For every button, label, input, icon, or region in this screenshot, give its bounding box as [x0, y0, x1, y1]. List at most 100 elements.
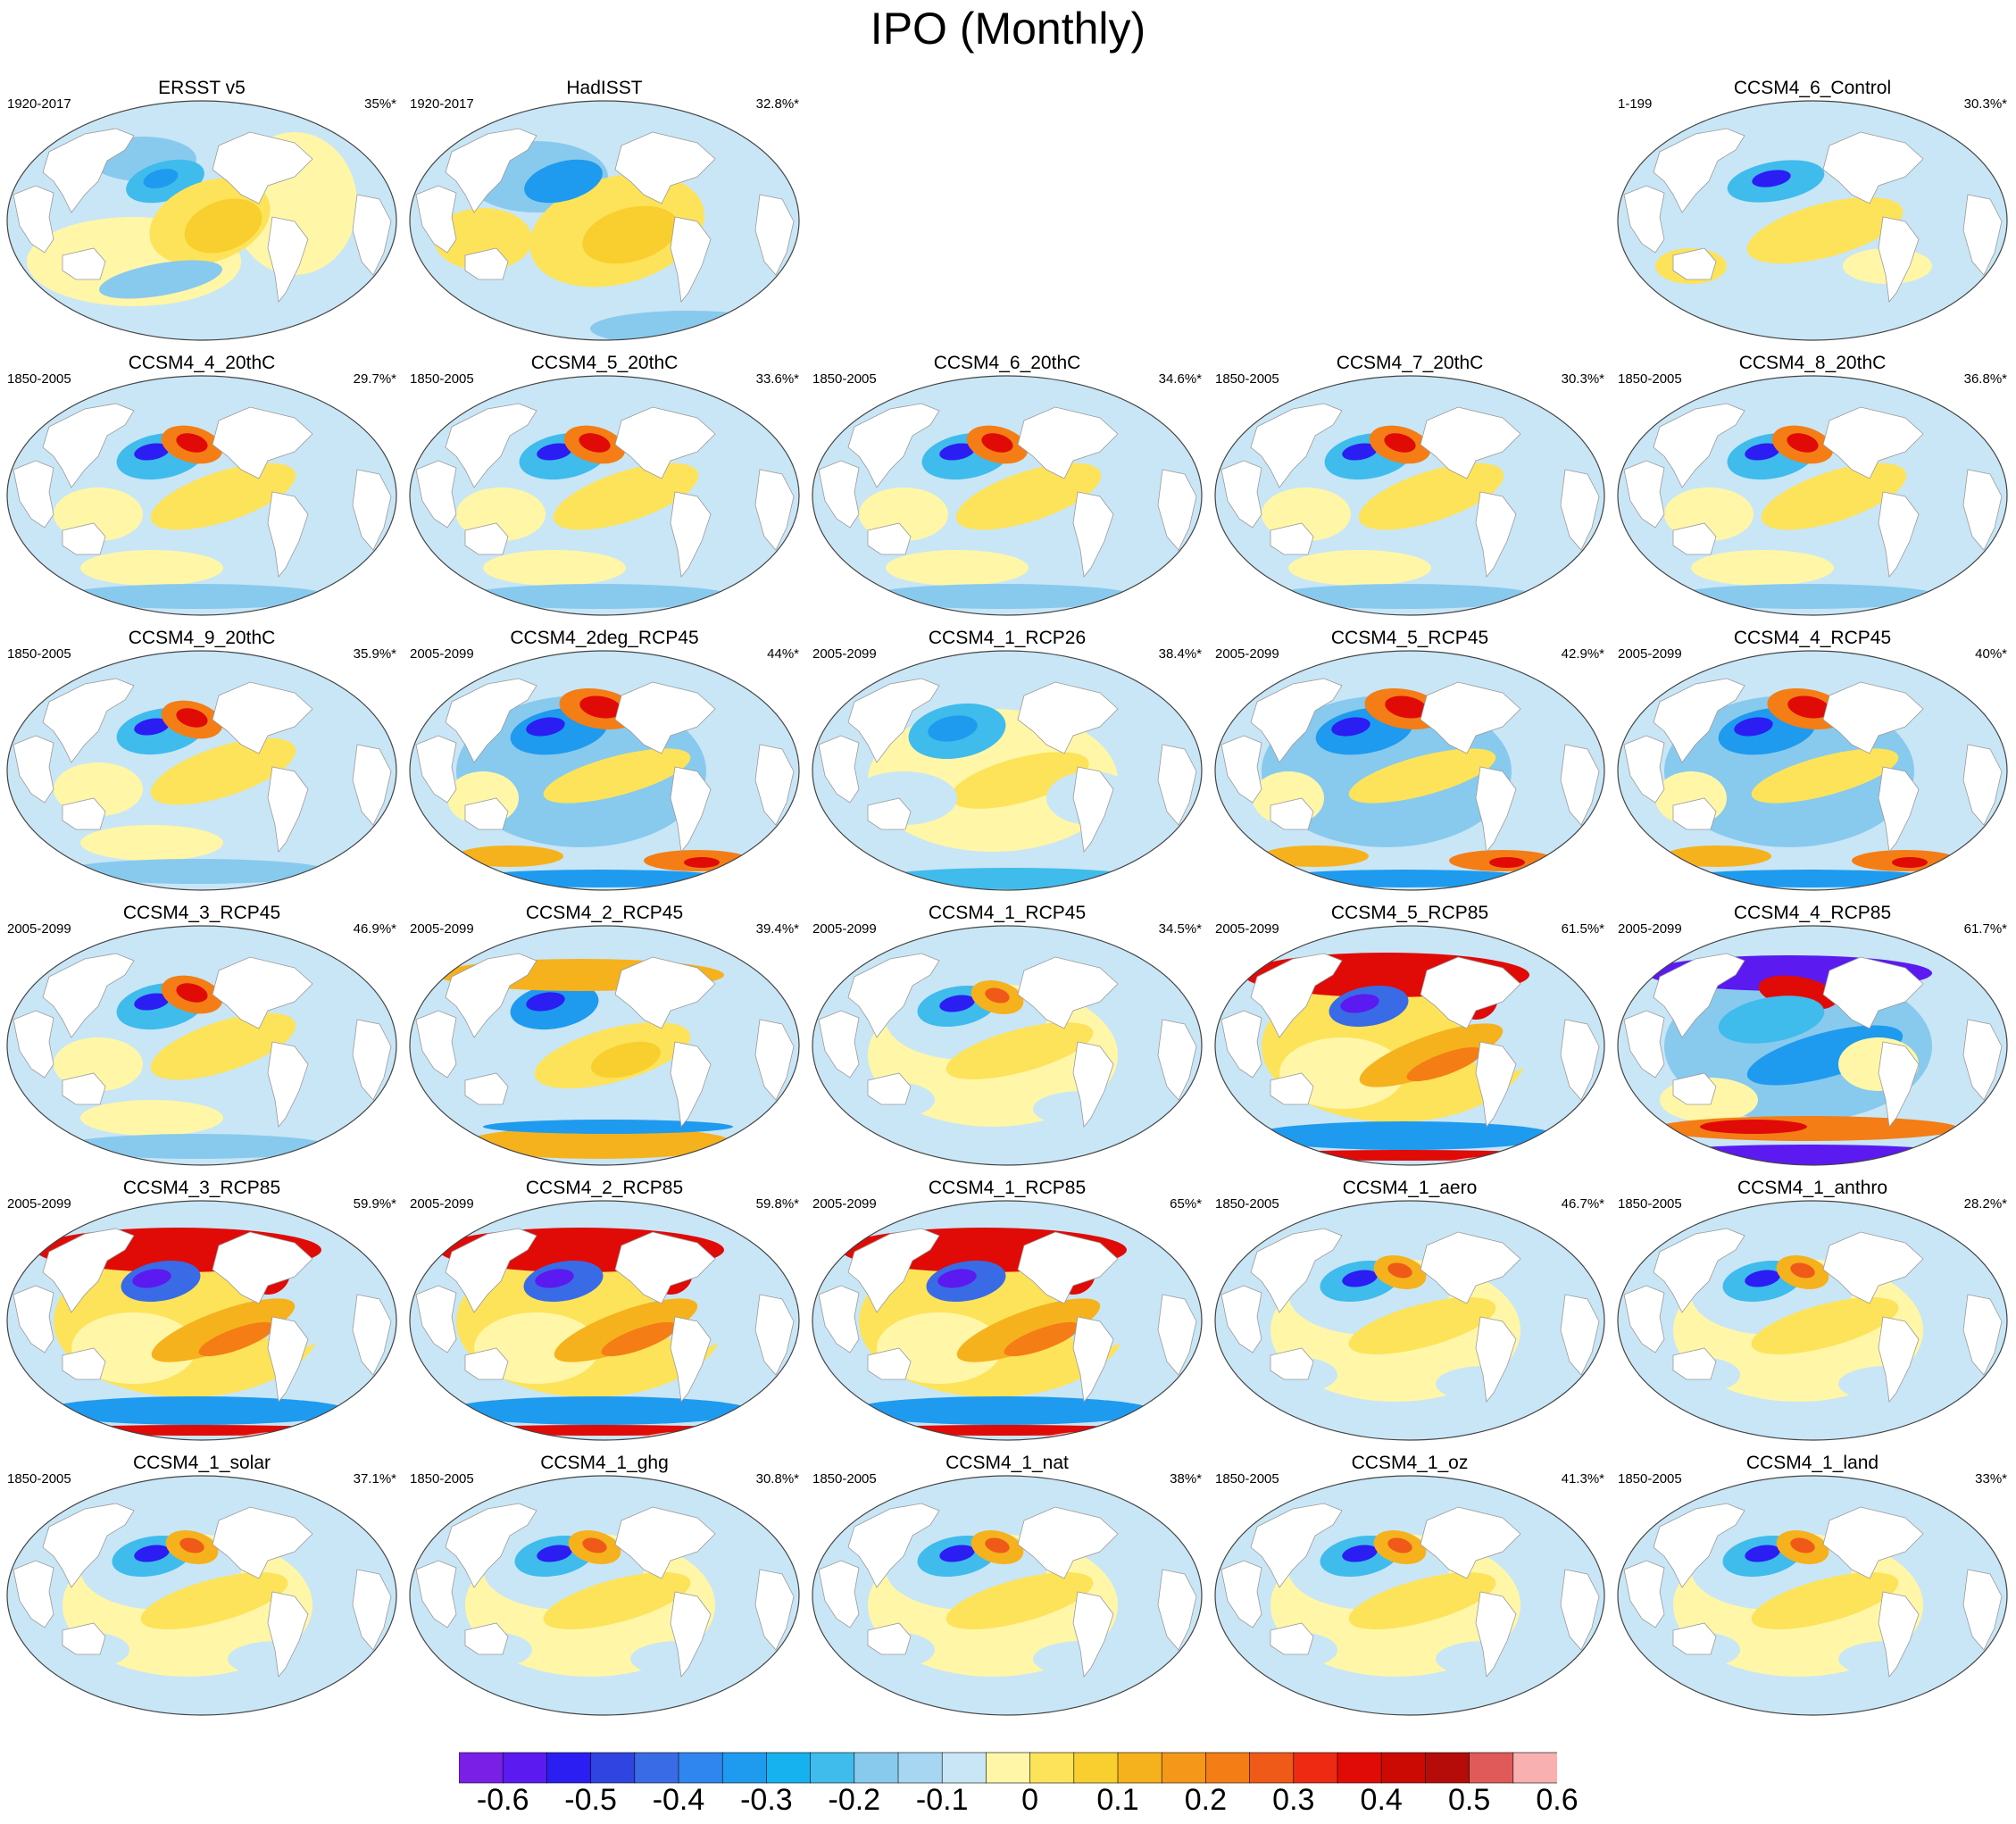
land-mass — [1962, 1569, 2003, 1651]
map-panel: CCSM4_5_RCP45 2005-2099 42.9%* — [1208, 627, 1612, 895]
land-mass — [1672, 1072, 1717, 1105]
anomaly-region — [850, 1396, 1154, 1425]
anomaly-region — [1489, 857, 1525, 868]
colorbar-swatch — [1161, 1752, 1207, 1784]
land-mass — [1250, 1503, 1343, 1588]
land-mass — [445, 678, 537, 763]
land-mass — [867, 1622, 912, 1655]
land-mass — [1420, 681, 1521, 754]
land-mass — [1157, 1294, 1197, 1376]
map-border — [1617, 375, 2008, 616]
anomaly-region — [62, 859, 330, 884]
anomaly-region — [582, 205, 679, 264]
colorbar-tick-label: -0.6 — [476, 1783, 529, 1817]
land-mass — [42, 128, 135, 213]
map-border — [6, 650, 397, 891]
anomaly-region — [601, 1321, 678, 1357]
panel-title: CCSM4_1_ghg — [540, 1453, 669, 1473]
anomaly-region — [1385, 695, 1428, 719]
land-mass — [847, 403, 940, 488]
panel-years: 1850-2005 — [7, 1471, 71, 1487]
sst-pattern-map — [812, 925, 1203, 1166]
land-mass — [62, 247, 106, 280]
anomaly-region — [483, 1120, 733, 1134]
colorbar-swatch — [1073, 1752, 1119, 1784]
land-mass — [818, 1560, 860, 1628]
land-mass — [670, 1591, 712, 1678]
land-mass — [1560, 744, 1600, 826]
land-mass — [1220, 460, 1262, 529]
colorbar-tick-label: -0.3 — [740, 1783, 793, 1817]
land-mass — [1157, 744, 1197, 826]
anomaly-region — [985, 1537, 1010, 1553]
land-mass — [1017, 1231, 1119, 1304]
anomaly-region — [134, 1545, 170, 1562]
anomaly-region — [1342, 1270, 1378, 1287]
anomaly-region — [1004, 1321, 1080, 1357]
anomaly-region — [1734, 717, 1773, 737]
panel-years: 1850-2005 — [812, 1471, 877, 1487]
panel-title: CCSM4_2_RCP85 — [525, 1178, 684, 1198]
colorbar-swatch — [986, 1752, 1031, 1784]
land-mass — [867, 1072, 912, 1105]
sst-pattern-map — [409, 1200, 800, 1441]
anomaly-region — [1751, 1297, 1899, 1354]
panel-years: 1850-2005 — [1618, 1471, 1682, 1487]
panel-years: 1920-2017 — [7, 96, 71, 112]
panel-title: CCSM4_2_RCP45 — [525, 903, 684, 923]
land-mass — [464, 1072, 509, 1105]
map-border — [6, 100, 397, 341]
sst-pattern-map — [6, 375, 397, 616]
map-panel: CCSM4_6_Control 1-199 30.3%* — [1611, 77, 2014, 345]
colorbar-tick-label: -0.4 — [652, 1783, 705, 1817]
anomaly-region — [456, 845, 563, 867]
anomaly-region — [579, 433, 611, 453]
anomaly-region — [134, 443, 170, 461]
sst-pattern-map — [812, 375, 1203, 616]
panel-variance-percent: 30.3%* — [1561, 371, 1604, 387]
land-mass — [1623, 1560, 1665, 1628]
land-mass — [1878, 491, 1920, 578]
land-mass — [212, 1231, 313, 1304]
land-mass — [12, 735, 54, 804]
land-mass — [1072, 1041, 1114, 1128]
land-mass — [818, 735, 860, 804]
land-mass — [415, 460, 457, 529]
anomaly-region — [1752, 170, 1791, 187]
sst-pattern-map — [6, 1475, 397, 1716]
land-mass — [1878, 216, 1920, 303]
land-mass — [1623, 460, 1665, 529]
panel-title: CCSM4_5_RCP45 — [1330, 628, 1489, 648]
panel-years: 1850-2005 — [410, 371, 474, 387]
anomaly-region — [80, 550, 223, 586]
anomaly-region — [877, 868, 1145, 889]
panel-variance-percent: 44%* — [767, 646, 799, 662]
land-mass — [62, 1622, 106, 1655]
panel-variance-percent: 30.3%* — [1963, 96, 2007, 112]
land-mass — [42, 403, 135, 488]
panel-variance-percent: 37.1%* — [353, 1471, 396, 1487]
anomaly-region — [465, 870, 733, 887]
land-mass — [267, 1041, 309, 1128]
anomaly-region — [946, 1572, 1094, 1629]
map-border — [812, 650, 1203, 891]
panel-title: CCSM4_1_land — [1745, 1453, 1879, 1473]
panel-variance-percent: 46.9%* — [353, 921, 396, 937]
land-mass — [1250, 678, 1343, 763]
colorbar-swatch — [1293, 1752, 1338, 1784]
panel-title: CCSM4_6_Control — [1733, 78, 1892, 98]
panel-years: 2005-2099 — [7, 921, 71, 937]
anomaly-region — [134, 993, 170, 1011]
sst-pattern-map — [1214, 650, 1605, 891]
panel-variance-percent: 35.9%* — [353, 646, 396, 662]
panel-variance-percent: 59.9%* — [353, 1196, 396, 1212]
panel-variance-percent: 61.7%* — [1963, 921, 2007, 937]
land-mass — [670, 766, 712, 853]
colorbar-tick-label: 0 — [1021, 1783, 1039, 1817]
panel-title: CCSM4_1_oz — [1351, 1453, 1469, 1473]
land-mass — [1878, 1316, 1920, 1403]
land-mass — [1270, 522, 1314, 555]
panel-title: HadISST — [566, 78, 643, 98]
land-mass — [212, 1506, 313, 1579]
anomaly-region — [134, 718, 170, 736]
